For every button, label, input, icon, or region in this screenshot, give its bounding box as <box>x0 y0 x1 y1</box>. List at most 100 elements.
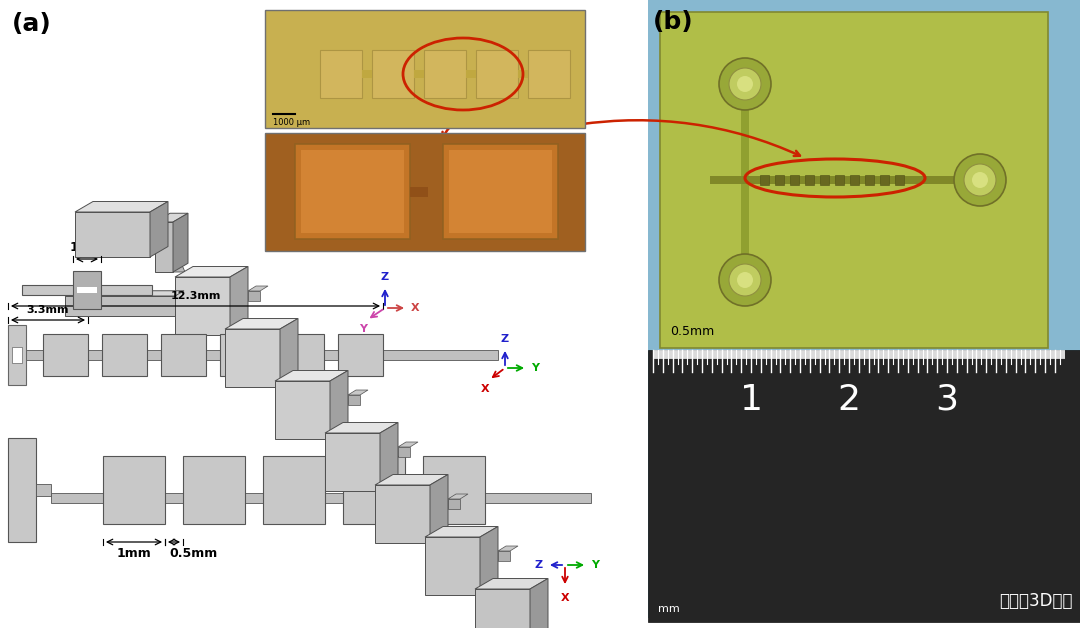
Polygon shape <box>298 338 318 343</box>
Polygon shape <box>375 485 430 543</box>
Bar <box>8 325 26 385</box>
Polygon shape <box>156 222 173 272</box>
Bar <box>43 334 87 376</box>
Bar <box>895 175 904 185</box>
Bar <box>12 347 22 363</box>
Bar <box>51 493 591 503</box>
Text: Y: Y <box>591 560 599 570</box>
Polygon shape <box>75 212 150 257</box>
Polygon shape <box>498 551 510 561</box>
Polygon shape <box>225 329 280 387</box>
Circle shape <box>954 154 1005 206</box>
Bar <box>465 70 476 78</box>
Bar <box>805 175 814 185</box>
Polygon shape <box>426 526 498 537</box>
Bar <box>265 10 585 128</box>
Bar <box>264 456 325 524</box>
Bar <box>343 456 405 524</box>
Text: 3.3mm: 3.3mm <box>27 305 69 315</box>
Polygon shape <box>348 395 360 405</box>
Circle shape <box>729 68 761 100</box>
Polygon shape <box>248 286 268 291</box>
Bar <box>820 175 829 185</box>
Polygon shape <box>498 546 518 551</box>
Polygon shape <box>275 371 348 381</box>
Bar <box>648 350 1080 622</box>
Text: X: X <box>561 593 569 603</box>
Bar <box>103 456 165 524</box>
Polygon shape <box>330 371 348 439</box>
Bar <box>295 144 410 239</box>
Text: Z: Z <box>381 272 389 282</box>
Bar <box>424 50 465 98</box>
Bar <box>301 150 404 233</box>
Bar <box>320 50 362 98</box>
Polygon shape <box>175 266 248 277</box>
Polygon shape <box>348 390 368 395</box>
Bar <box>741 84 750 180</box>
Polygon shape <box>175 277 230 335</box>
Bar <box>789 175 799 185</box>
Text: Y: Y <box>531 363 539 373</box>
Circle shape <box>719 58 771 110</box>
Text: (a): (a) <box>12 12 52 36</box>
Text: 1mm: 1mm <box>69 241 105 254</box>
Bar <box>414 70 424 78</box>
Bar <box>161 334 206 376</box>
Bar <box>410 187 428 197</box>
Circle shape <box>719 254 771 306</box>
Polygon shape <box>399 442 418 447</box>
Text: X: X <box>411 303 420 313</box>
Text: 0.5mm: 0.5mm <box>670 325 714 338</box>
Polygon shape <box>475 589 530 628</box>
Bar <box>528 50 570 98</box>
Polygon shape <box>230 266 248 335</box>
Bar <box>265 133 585 251</box>
Polygon shape <box>475 578 548 589</box>
Circle shape <box>729 264 761 296</box>
Bar <box>865 175 874 185</box>
Bar <box>760 175 769 185</box>
Bar <box>372 50 414 98</box>
Circle shape <box>737 272 753 288</box>
Text: 1mm: 1mm <box>117 547 151 560</box>
Text: 2: 2 <box>837 383 861 417</box>
Bar <box>423 456 485 524</box>
Bar <box>183 456 245 524</box>
Text: 1: 1 <box>740 383 762 417</box>
Polygon shape <box>380 423 399 491</box>
Bar <box>880 175 889 185</box>
Bar <box>710 176 990 184</box>
Polygon shape <box>448 499 460 509</box>
Polygon shape <box>150 202 168 257</box>
Bar <box>518 70 528 78</box>
Text: mm: mm <box>658 604 679 614</box>
Bar <box>476 50 518 98</box>
Polygon shape <box>298 343 310 353</box>
Polygon shape <box>480 526 498 595</box>
Bar <box>741 180 750 280</box>
Bar <box>22 285 152 295</box>
Polygon shape <box>430 475 448 543</box>
Polygon shape <box>65 296 175 316</box>
Circle shape <box>737 76 753 92</box>
Polygon shape <box>375 475 448 485</box>
Bar <box>338 334 383 376</box>
Polygon shape <box>448 494 468 499</box>
Bar <box>77 287 97 293</box>
Polygon shape <box>426 537 480 595</box>
Text: X: X <box>481 384 489 394</box>
Text: 0.5mm: 0.5mm <box>170 547 218 560</box>
Polygon shape <box>156 214 188 222</box>
Polygon shape <box>150 225 185 272</box>
Bar <box>850 175 859 185</box>
Bar <box>8 438 36 542</box>
Polygon shape <box>225 318 298 329</box>
Bar <box>73 271 102 309</box>
Text: 12.3mm: 12.3mm <box>171 291 220 301</box>
Polygon shape <box>530 578 548 628</box>
Bar <box>660 12 1048 348</box>
Circle shape <box>972 172 988 188</box>
Text: 3: 3 <box>935 383 959 417</box>
Circle shape <box>964 164 996 196</box>
